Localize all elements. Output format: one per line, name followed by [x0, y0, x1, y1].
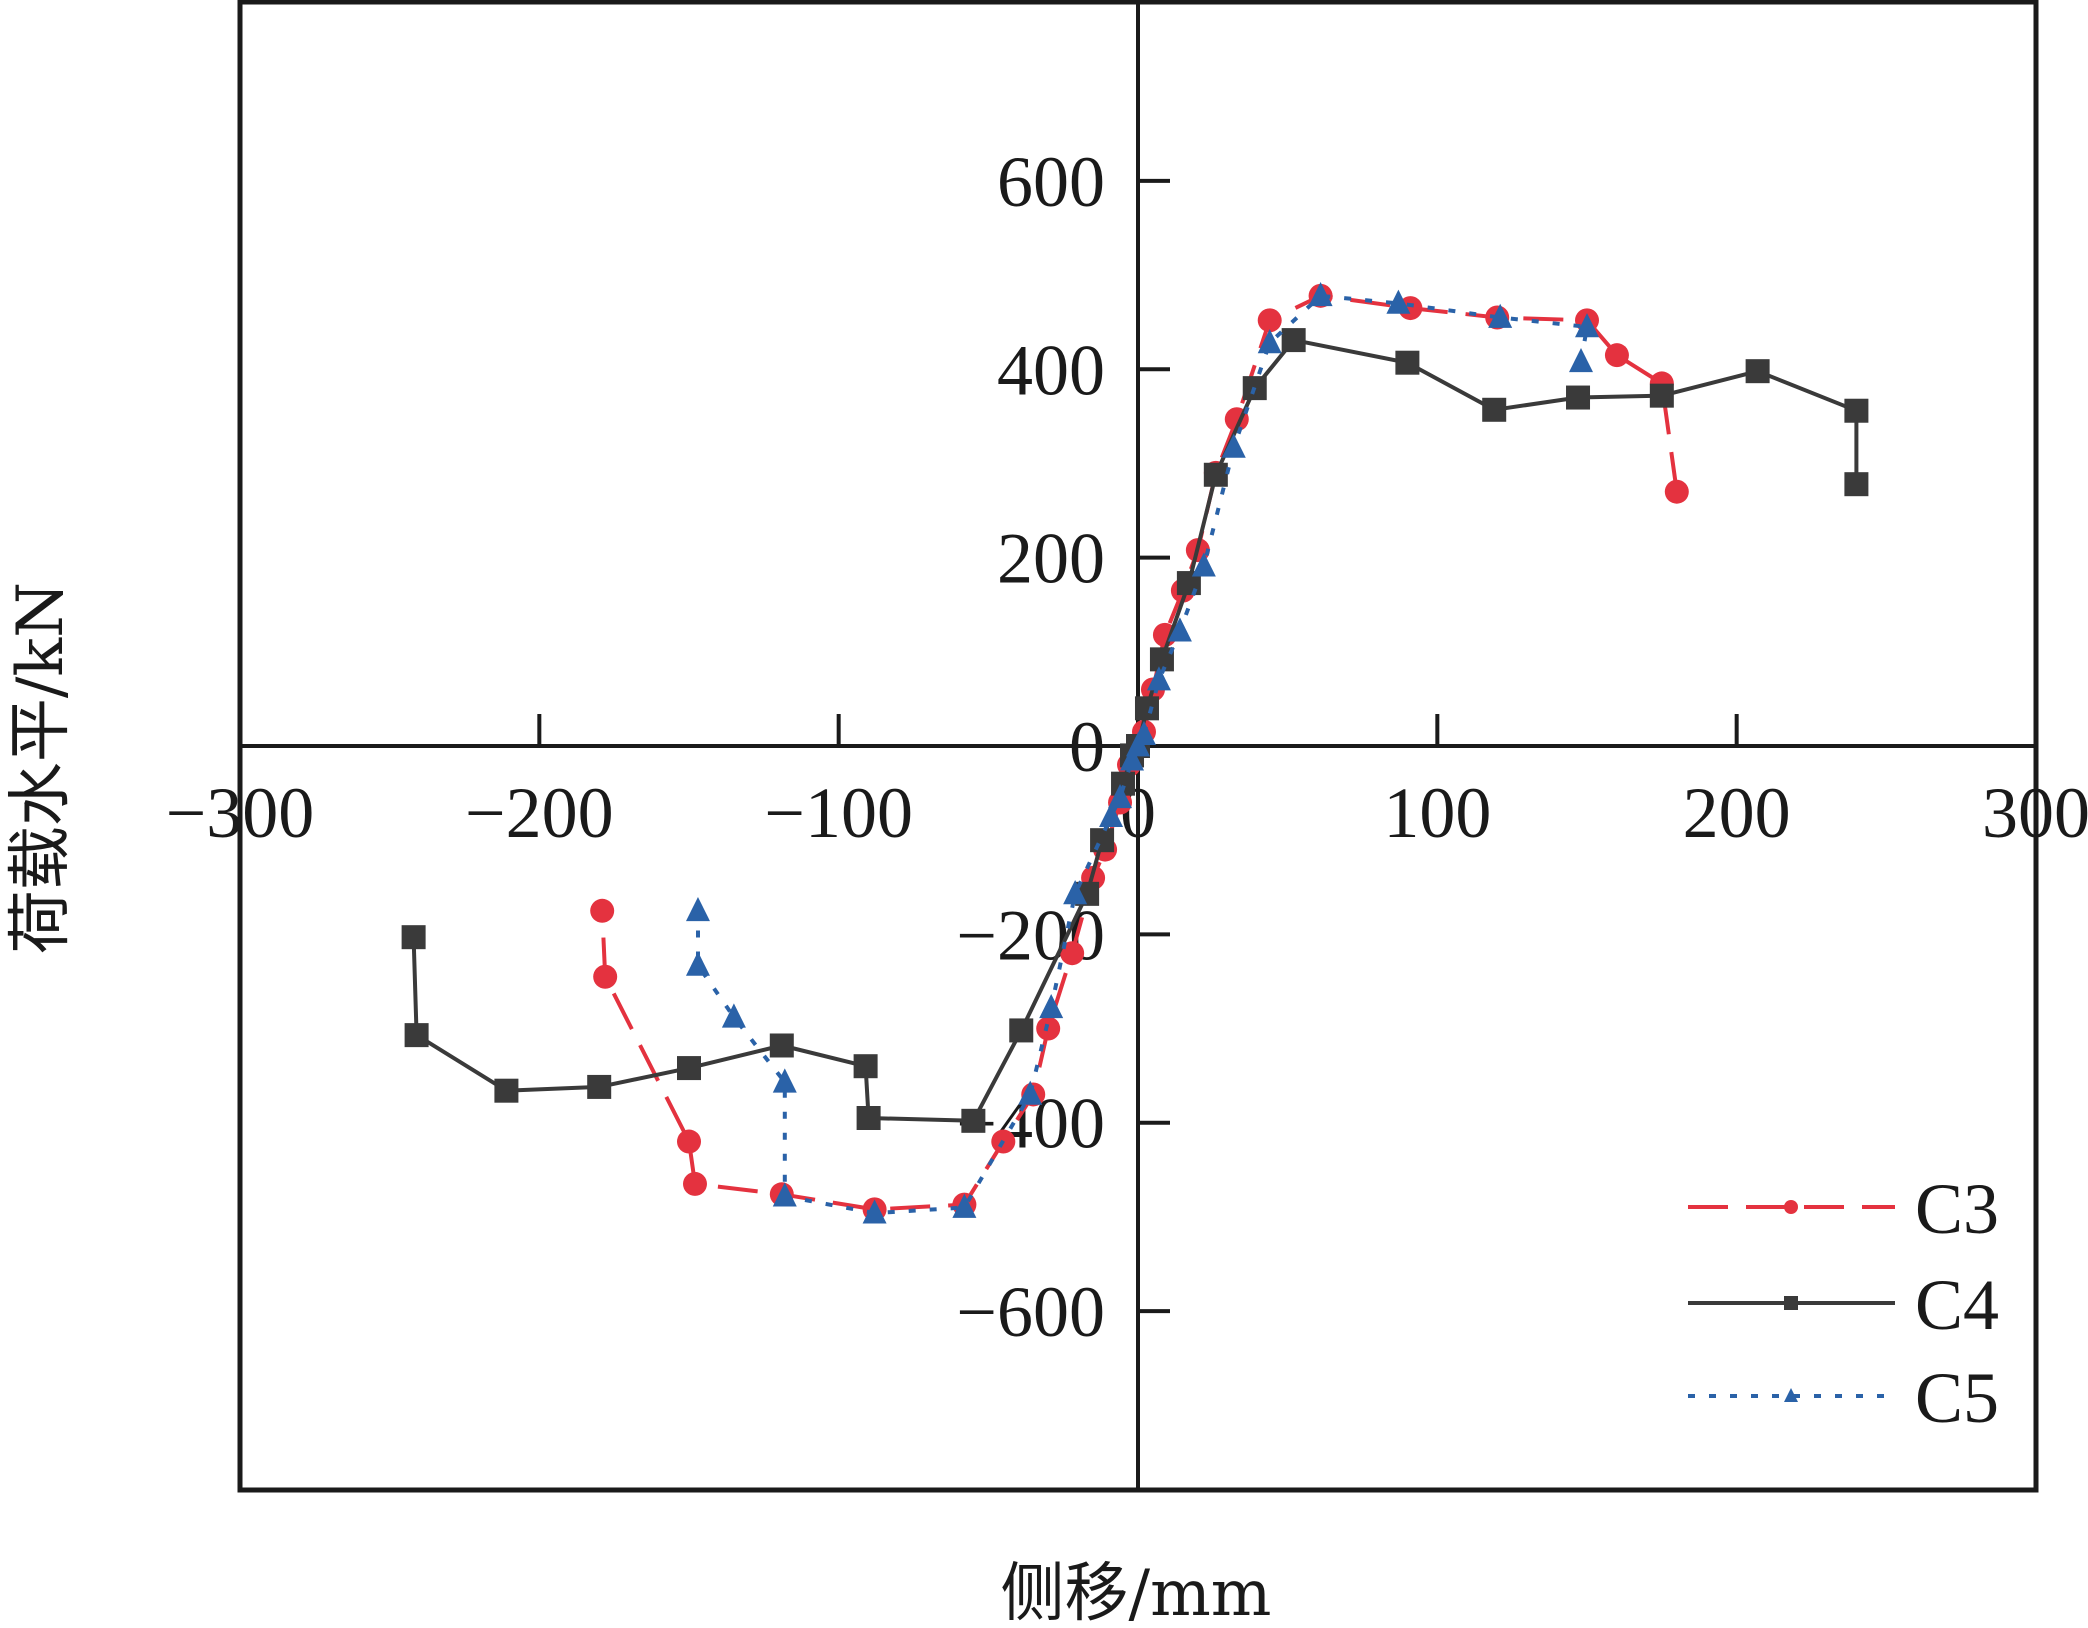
- data-point-c5: [1569, 347, 1594, 373]
- data-point-c4: [1745, 359, 1770, 384]
- data-series-group: [401, 282, 1869, 1224]
- data-point-c4: [1566, 385, 1591, 410]
- data-point-c5: [1120, 746, 1145, 771]
- data-point-c5: [1221, 433, 1246, 458]
- data-point-c3: [682, 1171, 707, 1196]
- data-point-c4: [1844, 472, 1869, 497]
- data-point-c5: [772, 1182, 797, 1207]
- data-point-c5: [1191, 552, 1216, 577]
- data-point-c5: [1146, 666, 1171, 691]
- x-tick-label: 300: [1982, 773, 2088, 853]
- data-point-c4: [1281, 328, 1306, 353]
- data-point-c5: [772, 1068, 797, 1093]
- y-tick-label: 400: [997, 330, 1105, 410]
- data-point-c4: [961, 1108, 986, 1133]
- y-tick-label: −600: [956, 1272, 1105, 1352]
- data-point-c4: [853, 1054, 878, 1079]
- data-point-c3: [593, 964, 618, 989]
- axes: −300 −200 −100 0 100 200 300−600−400−200020040…: [166, 2, 2088, 1490]
- data-point-c5: [1063, 880, 1088, 905]
- data-point-c5: [1575, 313, 1599, 338]
- y-tick-label: 0: [1069, 707, 1105, 787]
- data-point-c4: [677, 1056, 701, 1081]
- data-point-c5: [1167, 617, 1192, 642]
- legend: C3 C4 C5: [1688, 1169, 1999, 1438]
- y-tick-label: 200: [997, 519, 1105, 599]
- data-point-c4: [587, 1074, 612, 1099]
- x-tick-label: −200: [465, 773, 614, 853]
- data-point-c4: [1395, 350, 1420, 375]
- data-point-c3: [1060, 941, 1085, 966]
- legend-marker-c3: [1784, 1200, 1798, 1214]
- x-tick-label: 100: [1383, 773, 1491, 853]
- data-point-c5: [1108, 783, 1133, 809]
- data-point-c5: [685, 897, 710, 922]
- data-point-c3: [1664, 479, 1689, 504]
- data-point-c5: [1018, 1080, 1043, 1105]
- data-point-c3: [1257, 308, 1282, 333]
- data-point-c4: [1844, 398, 1869, 423]
- data-point-c5: [1099, 802, 1124, 827]
- data-point-c5: [721, 1003, 746, 1028]
- data-point-c5: [952, 1193, 977, 1218]
- data-point-c4: [494, 1078, 519, 1103]
- data-point-c5: [862, 1199, 887, 1224]
- data-point-c5: [1039, 994, 1064, 1019]
- data-point-c3: [1604, 343, 1629, 368]
- x-tick-label: 200: [1683, 773, 1791, 853]
- x-axis-title: 侧移/mm: [1001, 1557, 1272, 1628]
- data-point-c5: [1386, 289, 1411, 314]
- data-point-c5: [685, 951, 710, 976]
- data-point-c3: [590, 898, 615, 923]
- y-axis-title: 荷载水平/kN: [4, 582, 78, 954]
- data-point-c4: [1482, 397, 1507, 422]
- data-point-c4: [856, 1106, 881, 1130]
- data-point-c3: [677, 1129, 701, 1154]
- data-point-c4: [404, 1023, 429, 1048]
- data-point-c5: [1488, 303, 1513, 328]
- data-point-c4: [1134, 696, 1159, 721]
- legend-label-c3: C3: [1915, 1169, 1999, 1249]
- data-point-c4: [401, 925, 426, 950]
- x-tick-label: −300: [166, 773, 315, 853]
- data-point-c4: [769, 1033, 794, 1058]
- data-point-c4: [1203, 462, 1228, 487]
- data-point-c4: [1090, 828, 1115, 853]
- data-point-c5: [1308, 282, 1333, 307]
- x-tick-label: −100: [764, 773, 913, 853]
- legend-label-c4: C4: [1915, 1265, 1999, 1345]
- data-point-c4: [1649, 383, 1674, 408]
- legend-marker-c5: [1784, 1387, 1798, 1403]
- legend-label-c5: C5: [1915, 1358, 1999, 1438]
- y-tick-label: 600: [997, 142, 1105, 222]
- data-point-c4: [1009, 1018, 1034, 1043]
- legend-marker-c4: [1784, 1296, 1798, 1310]
- series-c5: [685, 282, 1599, 1224]
- data-point-c5: [1257, 329, 1282, 354]
